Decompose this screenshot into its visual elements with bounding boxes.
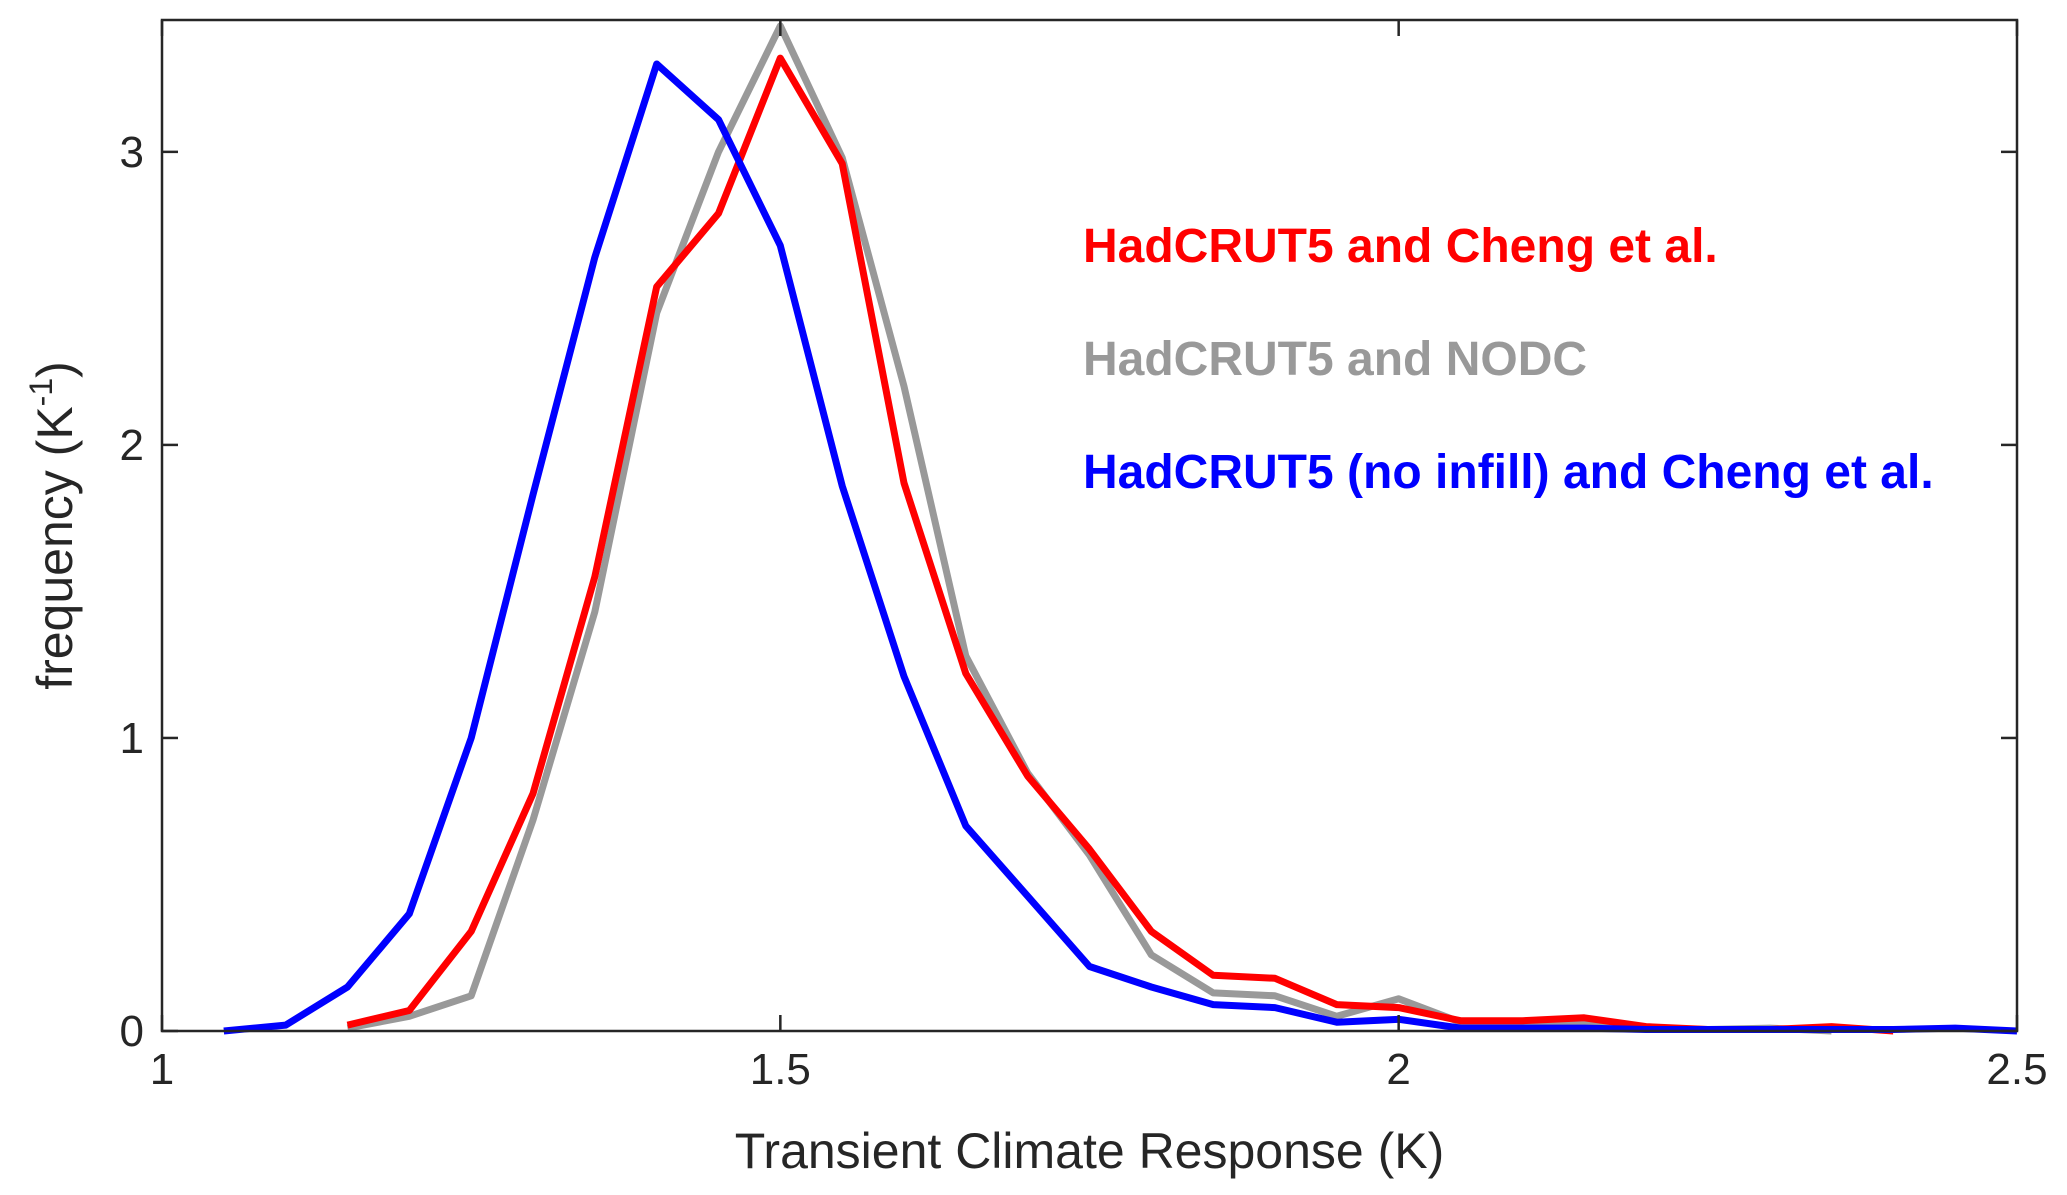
y-tick-label: 3 — [120, 128, 144, 177]
legend-item-hadcrut5-nodc: HadCRUT5 and NODC — [1083, 333, 1587, 386]
y-tick-label: 2 — [120, 421, 144, 470]
x-tick-label: 1 — [150, 1045, 174, 1094]
x-axis-title: Transient Climate Response (K) — [735, 1123, 1445, 1179]
x-tick-label: 2 — [1386, 1045, 1410, 1094]
legend-item-hadcrut5-cheng: HadCRUT5 and Cheng et al. — [1083, 220, 1718, 273]
y-axis-title-exponent: -1 — [23, 378, 59, 406]
series-line-hadcrut5-no-infill-and-cheng-et-al — [223, 60, 2018, 1035]
plot-frame — [160, 18, 2019, 1033]
x-tick-label: 2.5 — [1986, 1045, 2047, 1094]
y-tick-label: 1 — [120, 714, 144, 763]
series-line-hadcrut5-and-cheng-et-al — [346, 54, 1894, 1035]
series-line-hadcrut5-and-nodc — [346, 22, 1832, 1035]
legend: HadCRUT5 and Cheng et al. HadCRUT5 and N… — [1083, 220, 1934, 499]
y-tick-label: 0 — [120, 1007, 144, 1056]
legend-item-hadcrut5-noinfill-cheng: HadCRUT5 (no infill) and Cheng et al. — [1083, 446, 1934, 499]
series-layer — [223, 22, 2018, 1035]
y-axis-title-close: ) — [27, 361, 83, 378]
y-axis-title-main: frequency (K — [27, 406, 83, 689]
ticks-layer — [160, 20, 2019, 1033]
x-tick-label: 1.5 — [750, 1045, 811, 1094]
y-axis-title: frequency (K-1) — [23, 361, 83, 690]
